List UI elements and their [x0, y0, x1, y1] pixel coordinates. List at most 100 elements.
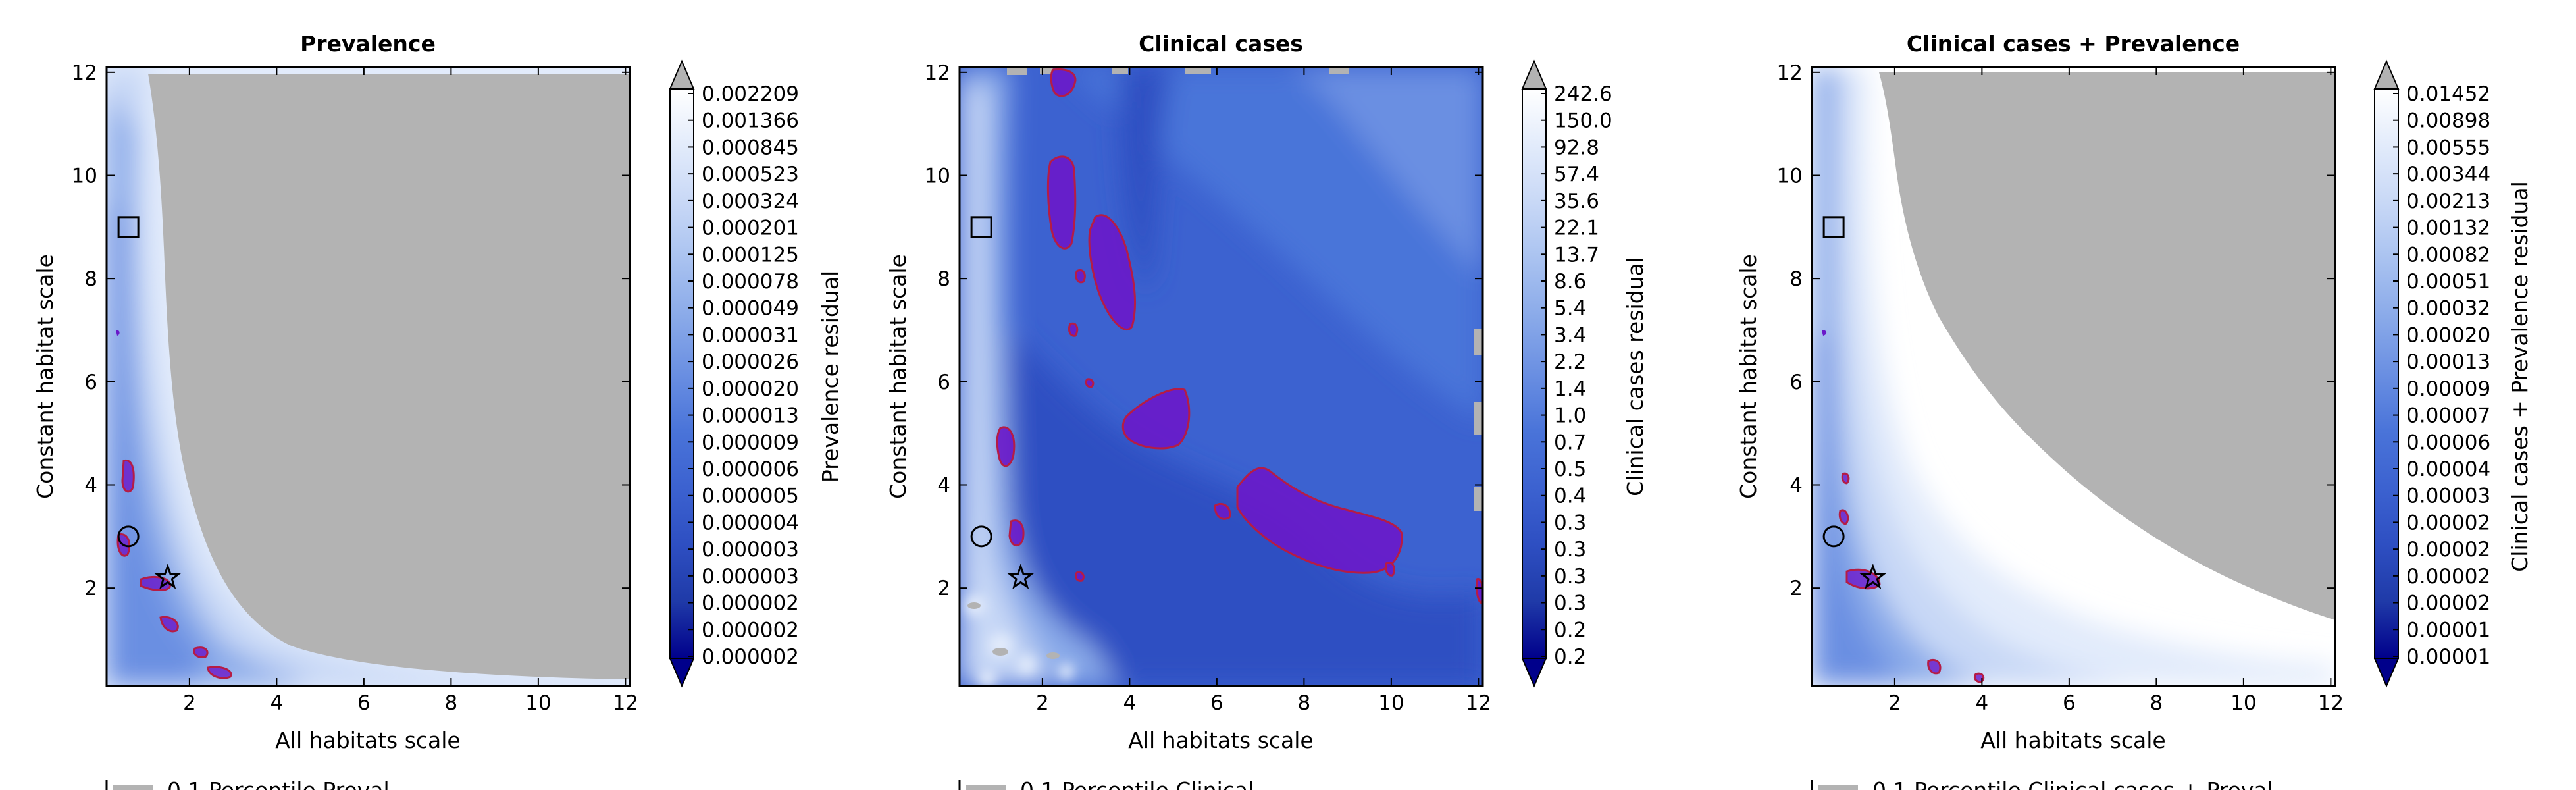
highlight-patch [1838, 509, 1849, 525]
low-residual-band [1812, 67, 2335, 686]
axis-ticks: 2 4 6 8 10 12 2 4 6 8 10 12 [1777, 61, 2344, 715]
highlight-patch [1074, 571, 1085, 582]
plot-frame [105, 66, 631, 687]
x-tick-label: 10 [2230, 691, 2256, 715]
colorbar-tick-label: 0.3 [1554, 565, 1586, 589]
legend-fragment: 0.1 Percentile Clinical cases + Preval..… [1811, 777, 2294, 790]
circle-marker [970, 525, 992, 548]
highlight-patch [1841, 472, 1850, 485]
colorbar-tick-label: 0.00213 [2406, 190, 2490, 213]
colorbar-frame [1522, 88, 1547, 659]
legend-fragment-text: 0.1 Percentile Clinical... [1020, 777, 1275, 790]
colorbar-tick-label: 0.000523 [702, 163, 799, 186]
highlight-patch [193, 646, 209, 658]
circle-marker [1822, 525, 1845, 548]
heatmap-field [107, 67, 630, 686]
highlight-patch [1385, 562, 1395, 577]
colorbar-tick-label: 0.00003 [2406, 485, 2490, 508]
highlight-patch [1973, 672, 1985, 683]
y-tick-label: 6 [1790, 371, 1803, 394]
legend-fragment-text: 0.1 Percentile Clinical cases + Preval..… [1872, 777, 2294, 790]
colorbar-tick-label: 0.00020 [2406, 323, 2490, 347]
colorbar-tick-label: 0.00032 [2406, 297, 2490, 321]
x-tick-label: 2 [1888, 691, 1901, 715]
panel-title: Prevalence [300, 31, 436, 57]
colorbar-tick-label: 0.000003 [702, 538, 799, 562]
highlight-patch [1236, 467, 1403, 574]
colorbar-tick-label: 1.4 [1554, 377, 1586, 401]
colorbar-tick-label: 0.000049 [702, 297, 799, 321]
colorbar-tick-label: 0.000005 [702, 485, 799, 508]
colorbar-tick-label: 0.00009 [2406, 377, 2490, 401]
y-tick-label: 4 [1790, 474, 1803, 498]
lowest-residual-band [1812, 67, 1988, 686]
colorbar-tick-label: 0.7 [1554, 431, 1586, 454]
colorbar-label: Clinical cases + Prevalence residual [2507, 181, 2533, 571]
colorbar-tick-label: 0.000013 [702, 404, 799, 428]
colorbar-tick-label: 0.00051 [2406, 270, 2490, 294]
missing-region [1879, 72, 2335, 620]
lower-residual-band [107, 86, 303, 686]
colorbar-tick-label: 0.000078 [702, 270, 799, 294]
highlight-patch [1927, 659, 1942, 675]
colorbar-tick-label: 0.00082 [2406, 243, 2490, 267]
circle-marker [117, 525, 140, 548]
y-tick-label: 10 [925, 165, 950, 188]
axis-ticks: 2 4 6 8 10 12 2 4 6 8 10 12 [925, 61, 1492, 715]
highlight-patch [159, 616, 179, 633]
colorbar-tick-label: 0.00132 [2406, 217, 2490, 240]
colorbar-tick-label: 0.3 [1554, 538, 1586, 562]
bright-residual-speck [1018, 656, 1036, 674]
high-residual-corner [1290, 67, 1483, 276]
colorbar: 0.01452 0.00898 0.00555 0.00344 0.00213 0.001… [2373, 59, 2490, 688]
colorbar-tick-label: 0.000845 [702, 136, 799, 159]
plot-frame [958, 66, 1484, 687]
y-tick-label: 2 [84, 577, 97, 600]
colorbar-label: Clinical cases residual [1622, 257, 1648, 496]
colorbar-gradient [1522, 89, 1546, 658]
colorbar-extend-max [1521, 59, 1547, 90]
x-tick-label: 4 [1123, 691, 1137, 715]
star-marker [154, 564, 182, 589]
colorbar-tick-label: 0.00004 [2406, 458, 2490, 481]
plot-frame [1811, 66, 2336, 687]
missing-specks [967, 67, 1483, 659]
colorbar-tick-label: 0.00013 [2406, 350, 2490, 374]
colorbar-tick-label: 0.00002 [2406, 538, 2490, 562]
colorbar-tick-label: 0.3 [1554, 511, 1586, 535]
colorbar-tick-label: 0.000002 [702, 592, 799, 616]
colorbar-tick-label: 242.6 [1554, 82, 1612, 106]
colorbar-extend-min [1521, 658, 1547, 688]
colorbar: 0.002209 0.001366 0.000845 0.000523 0.000324… [669, 59, 799, 688]
highlight-patch [1068, 322, 1079, 337]
colorbar-tick-label: 0.5 [1554, 458, 1586, 481]
colorbar-gradient [2375, 89, 2398, 658]
legend-fragment: 0.1 Percentile Clinical... [958, 777, 1275, 790]
low-residual-region [1119, 67, 1172, 290]
panel-clinical-cases: Clinical cases [885, 31, 1648, 790]
colorbar-label: Prevalence residual [817, 271, 843, 483]
square-marker [970, 216, 992, 238]
x-tick-label: 12 [1466, 691, 1491, 715]
y-tick-label: 4 [84, 474, 97, 498]
x-axis-label: All habitats scale [275, 727, 460, 753]
x-tick-label: 8 [2150, 691, 2163, 715]
bright-residual-column [960, 67, 1119, 686]
heatmap-field [960, 67, 1483, 686]
star-marker [1859, 564, 1887, 589]
x-tick-label: 8 [445, 691, 458, 715]
panel-title: Clinical cases [1139, 31, 1303, 57]
colorbar-tick-label: 0.000026 [702, 350, 799, 374]
lowest-residual-band [107, 198, 204, 686]
legend-fragment: 0.1 Percentile Preval... [105, 777, 410, 790]
colorbar-tick-label: 1.0 [1554, 404, 1586, 428]
y-axis-label: Constant habitat scale [32, 254, 58, 499]
colorbar-tick-label: 0.00002 [2406, 592, 2490, 616]
highlight-patch [207, 666, 232, 679]
colorbar-tick-label: 0.00002 [2406, 565, 2490, 589]
x-tick-label: 6 [1210, 691, 1224, 715]
colorbar-tick-label: 2.2 [1554, 350, 1586, 374]
highlight-patch [1088, 214, 1137, 331]
highlight-patch [1075, 269, 1086, 284]
